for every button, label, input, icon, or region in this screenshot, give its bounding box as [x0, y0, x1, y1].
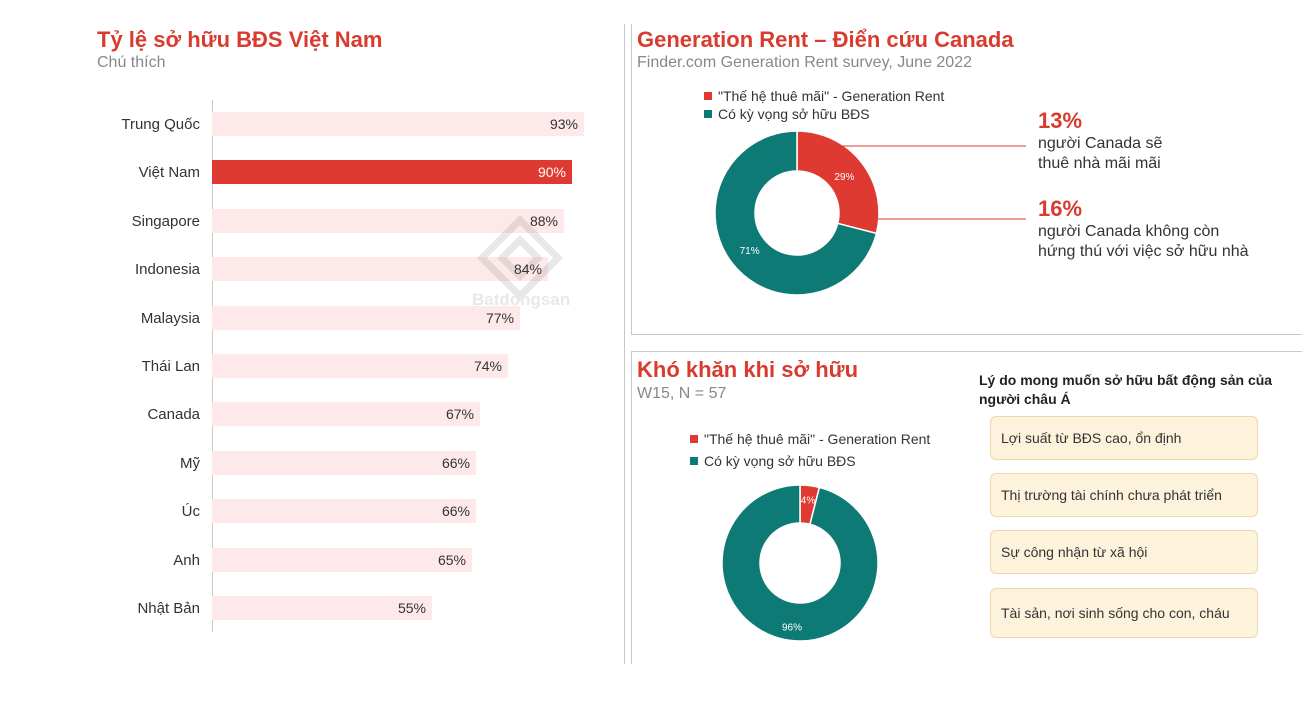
bar-value-label: 66%	[441, 454, 470, 471]
bar-category-label: Thái Lan	[141, 358, 200, 375]
bar-value-label: 84%	[513, 261, 542, 278]
bar: 88%	[212, 208, 564, 233]
reason-card: Sự công nhận từ xã hội	[990, 530, 1258, 574]
bar-value-label: 66%	[441, 503, 470, 520]
bottom-right-title: Khó khăn khi sở hữu	[637, 357, 859, 382]
bar-category-label: Anh	[173, 551, 200, 569]
bar-value-label: 55%	[397, 600, 426, 616]
donut-slice	[796, 130, 880, 235]
callout-lines	[830, 145, 1026, 220]
bar: 84%	[212, 257, 548, 282]
bar-category-label: Úc	[181, 503, 200, 521]
legend-label: "Thế hệ thuê mãi" - Generation Rent	[718, 88, 945, 104]
stat-16-line2: hứng thú với việc sở hữu nhà	[1038, 243, 1249, 260]
reason-card: Tài sản, nơi sinh sống cho con, cháu	[990, 588, 1258, 638]
bar: 77%	[212, 305, 520, 330]
bar-category-label: Nhật Bản	[137, 600, 200, 617]
left-chart-subtitle: Chú thích	[97, 54, 166, 71]
bar-value-label: 74%	[473, 358, 502, 374]
panel-divider-horizontal	[631, 334, 1302, 335]
stat-13: 13% người Canada sẽ thuê nhà mãi mãi	[1038, 108, 1162, 174]
bar-category-label: Indonesia	[134, 261, 200, 279]
bar-category-label: Singapore	[131, 212, 200, 230]
stat-13-line1: người Canada sẽ	[1038, 135, 1163, 152]
donut-chart-asia: 4% 96%	[721, 484, 879, 642]
bar-category-label: Malaysia	[140, 309, 200, 327]
bar-category-label: Mỹ	[180, 454, 200, 472]
donut-chart-canada: 29% 71%	[714, 130, 880, 296]
reasons-heading-line1: Lý do mong muốn sở hữu bất động sản của	[979, 372, 1273, 388]
legend-label: Có kỳ vọng sở hữu BĐS	[704, 453, 856, 469]
legend-swatch-teal-icon	[704, 110, 712, 119]
donut-slice	[721, 484, 879, 642]
watermark: Batdongsan	[470, 212, 570, 317]
stat-16-line1: người Canada không còn	[1038, 223, 1220, 240]
left-chart-title: Tỷ lệ sở hữu BĐS Việt Nam	[97, 27, 383, 52]
panel-border-top	[631, 24, 632, 335]
bar: 90%	[212, 160, 572, 185]
top-right-title: Generation Rent – Điển cứu Canada	[637, 27, 1014, 52]
watermark-text: Batdongsan	[472, 290, 571, 309]
donut-value-label: 29%	[834, 172, 854, 183]
reasons-heading: Lý do mong muốn sở hữu bất động sản của …	[979, 371, 1289, 409]
stat-16: 16% người Canada không còn hứng thú với …	[1038, 196, 1249, 262]
reasons-heading-line2: người châu Á	[979, 391, 1071, 407]
donut-slice	[714, 130, 878, 296]
legend-label: "Thế hệ thuê mãi" - Generation Rent	[704, 431, 931, 447]
reason-card: Thị trường tài chính chưa phát triển	[990, 473, 1258, 517]
legend-item-generation-rent-2: "Thế hệ thuê mãi" - Generation Rent	[690, 431, 930, 447]
bar: 55%	[212, 596, 432, 620]
bar-value-label: 67%	[445, 406, 474, 423]
legend-swatch-red-icon	[704, 92, 712, 101]
bar: 67%	[212, 402, 480, 427]
reason-card: Lợi suất từ BĐS cao, ổn định	[990, 416, 1258, 460]
bar-value-label: 88%	[529, 212, 558, 229]
legend-label: Có kỳ vọng sở hữu BĐS	[718, 106, 870, 122]
bar-category-label: Việt Nam	[138, 164, 200, 182]
bar-value-label: 65%	[437, 551, 466, 568]
stat-13-value: 13%	[1038, 108, 1083, 133]
panel-border-bottom	[631, 351, 632, 664]
bar-value-label: 77%	[485, 309, 514, 326]
panel-divider-vertical	[624, 24, 625, 664]
legend-item-generation-rent: "Thế hệ thuê mãi" - Generation Rent	[704, 88, 944, 104]
bar: 66%	[212, 450, 476, 475]
bar-value-label: 93%	[549, 116, 578, 132]
legend-item-expect-own-2: Có kỳ vọng sở hữu BĐS	[690, 453, 856, 469]
legend-swatch-teal-icon	[690, 457, 698, 466]
panel-border-bottom-top	[631, 351, 1302, 352]
stat-16-value: 16%	[1038, 196, 1083, 221]
legend-item-expect-own: Có kỳ vọng sở hữu BĐS	[704, 106, 870, 122]
donut-value-label: 96%	[782, 622, 802, 633]
bar-category-label: Canada	[147, 406, 200, 424]
stat-13-line2: thuê nhà mãi mãi	[1038, 155, 1161, 172]
bar: 93%	[212, 112, 584, 136]
bar: 66%	[212, 499, 476, 524]
watermark-logo-icon	[477, 215, 563, 301]
donut-value-label: 71%	[740, 246, 760, 257]
bar: 65%	[212, 547, 472, 572]
top-right-subtitle: Finder.com Generation Rent survey, June …	[637, 54, 972, 71]
bar: 74%	[212, 354, 508, 378]
donut-value-label: 4%	[801, 496, 816, 507]
bottom-right-subtitle: W15, N = 57	[637, 385, 727, 402]
legend-swatch-red-icon	[690, 435, 698, 444]
bar-value-label: 90%	[537, 164, 566, 181]
bar-category-label: Trung Quốc	[121, 116, 200, 133]
